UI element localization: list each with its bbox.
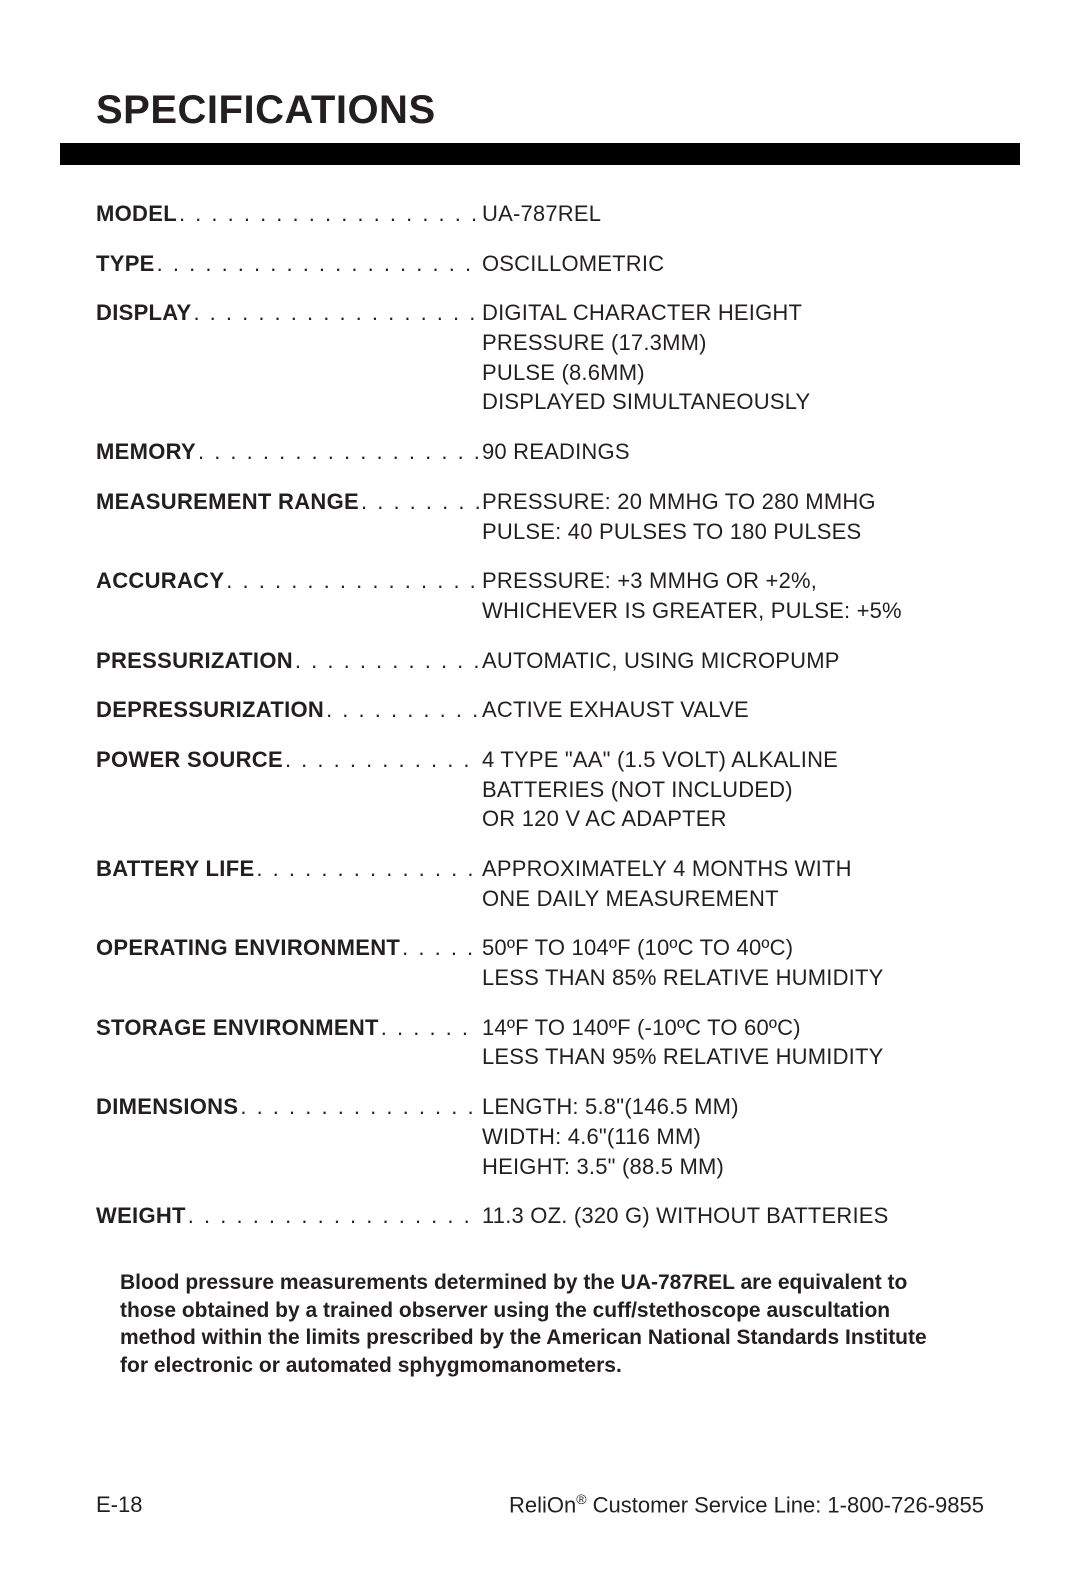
leader-dots — [359, 487, 480, 517]
spec-label: ACCURACY — [96, 566, 224, 596]
leader-dots — [283, 745, 480, 775]
spec-label-wrap: DEPRESSURIZATION — [96, 695, 480, 725]
leader-dots — [324, 695, 480, 725]
spec-row: STORAGE ENVIRONMENT 14ºF TO 140ºF (-10ºC … — [96, 1013, 984, 1072]
page: SPECIFICATIONS MODEL UA-787REL TYPE OSCILLO… — [0, 0, 1080, 1578]
spec-label-wrap: MODEL — [96, 199, 480, 229]
leader-dots — [155, 249, 480, 279]
spec-label: OPERATING ENVIRONMENT — [96, 933, 400, 963]
spec-label-wrap: WEIGHT — [96, 1201, 480, 1231]
spec-value: 4 TYPE "AA" (1.5 VOLT) ALKALINEBATTERIES… — [480, 745, 984, 834]
leader-dots — [191, 298, 480, 328]
spec-label-wrap: POWER SOURCE — [96, 745, 480, 775]
registered-icon: ® — [576, 1491, 586, 1507]
spec-row: PRESSURIZATION AUTOMATIC, USING MICROPUMP — [96, 646, 984, 676]
footer-brand: ReliOn — [509, 1492, 576, 1517]
footer-service-line: ReliOn® Customer Service Line: 1-800-726… — [509, 1491, 984, 1518]
spec-list: MODELUA-787RELTYPEOSCILLOMETRICDISPLAYDI… — [96, 199, 984, 1231]
spec-row: MEMORY 90 READINGS — [96, 437, 984, 467]
spec-row: TYPE OSCILLOMETRIC — [96, 249, 984, 279]
spec-value: 14ºF TO 140ºF (-10ºC TO 60ºC)LESS THAN 9… — [480, 1013, 984, 1072]
leader-dots — [186, 1201, 480, 1231]
title-bar — [60, 143, 1020, 165]
spec-row: WEIGHT 11.3 OZ. (320 G) WITHOUT BATTERIES — [96, 1201, 984, 1231]
spec-label: BATTERY LIFE — [96, 854, 254, 884]
leader-dots — [238, 1092, 480, 1122]
spec-label-wrap: DISPLAY — [96, 298, 480, 328]
spec-value: DIGITAL CHARACTER HEIGHTPRESSURE (17.3MM… — [480, 298, 984, 417]
leader-dots — [293, 646, 480, 676]
leader-dots — [224, 566, 480, 596]
spec-value: 50ºF TO 104ºF (10ºC TO 40ºC)LESS THAN 85… — [480, 933, 984, 992]
spec-label: MODEL — [96, 199, 177, 229]
spec-label: DEPRESSURIZATION — [96, 695, 324, 725]
equivalence-note: Blood pressure measurements determined b… — [120, 1269, 960, 1380]
page-number: E-18 — [96, 1492, 142, 1518]
spec-label-wrap: MEMORY — [96, 437, 480, 467]
spec-value: ACTIVE EXHAUST VALVE — [480, 695, 984, 725]
footer-suffix: Customer Service Line: 1-800-726-9855 — [587, 1492, 984, 1517]
spec-value: 11.3 OZ. (320 G) WITHOUT BATTERIES — [480, 1201, 984, 1231]
spec-label-wrap: DIMENSIONS — [96, 1092, 480, 1122]
spec-row: OPERATING ENVIRONMENT 50ºF TO 104ºF (10ºC… — [96, 933, 984, 992]
leader-dots — [400, 933, 480, 963]
spec-label-wrap: OPERATING ENVIRONMENT — [96, 933, 480, 963]
spec-value: LENGTH: 5.8"(146.5 MM)WIDTH: 4.6"(116 MM… — [480, 1092, 984, 1181]
spec-label: MEASUREMENT RANGE — [96, 487, 359, 517]
spec-value: PRESSURE: 20 MMHG TO 280 MMHGPULSE: 40 P… — [480, 487, 984, 546]
spec-label: STORAGE ENVIRONMENT — [96, 1013, 379, 1043]
spec-value: 90 READINGS — [480, 437, 984, 467]
spec-row: ACCURACY PRESSURE: +3 MMHG OR +2%,WHICHEV… — [96, 566, 984, 625]
spec-label-wrap: BATTERY LIFE — [96, 854, 480, 884]
spec-label-wrap: STORAGE ENVIRONMENT — [96, 1013, 480, 1043]
leader-dots — [254, 854, 480, 884]
spec-row: DISPLAY DIGITAL CHARACTER HEIGHTPRESSURE … — [96, 298, 984, 417]
spec-label: DISPLAY — [96, 298, 191, 328]
spec-value: APPROXIMATELY 4 MONTHS WITHONE DAILY MEA… — [480, 854, 984, 913]
spec-value: PRESSURE: +3 MMHG OR +2%,WHICHEVER IS GR… — [480, 566, 984, 625]
spec-label: POWER SOURCE — [96, 745, 283, 775]
spec-label-wrap: MEASUREMENT RANGE — [96, 487, 480, 517]
spec-value: AUTOMATIC, USING MICROPUMP — [480, 646, 984, 676]
spec-row: POWER SOURCE 4 TYPE "AA" (1.5 VOLT) ALKAL… — [96, 745, 984, 834]
spec-row: BATTERY LIFE APPROXIMATELY 4 MONTHS WITHO… — [96, 854, 984, 913]
spec-value: OSCILLOMETRIC — [480, 249, 984, 279]
spec-row: DEPRESSURIZATION ACTIVE EXHAUST VALVE — [96, 695, 984, 725]
leader-dots — [379, 1013, 480, 1043]
page-footer: E-18 ReliOn® Customer Service Line: 1-80… — [96, 1491, 984, 1518]
leader-dots — [177, 199, 480, 229]
spec-label-wrap: TYPE — [96, 249, 480, 279]
spec-row: MODEL UA-787REL — [96, 199, 984, 229]
spec-label-wrap: ACCURACY — [96, 566, 480, 596]
spec-label: TYPE — [96, 249, 155, 279]
spec-row: MEASUREMENT RANGE PRESSURE: 20 MMHG TO 28… — [96, 487, 984, 546]
spec-value: UA-787REL — [480, 199, 984, 229]
spec-label: WEIGHT — [96, 1201, 186, 1231]
page-title: SPECIFICATIONS — [96, 88, 984, 133]
leader-dots — [196, 437, 480, 467]
spec-row: DIMENSIONS LENGTH: 5.8"(146.5 MM)WIDTH: 4… — [96, 1092, 984, 1181]
spec-label: DIMENSIONS — [96, 1092, 238, 1122]
spec-label: PRESSURIZATION — [96, 646, 293, 676]
spec-label-wrap: PRESSURIZATION — [96, 646, 480, 676]
spec-label: MEMORY — [96, 437, 196, 467]
